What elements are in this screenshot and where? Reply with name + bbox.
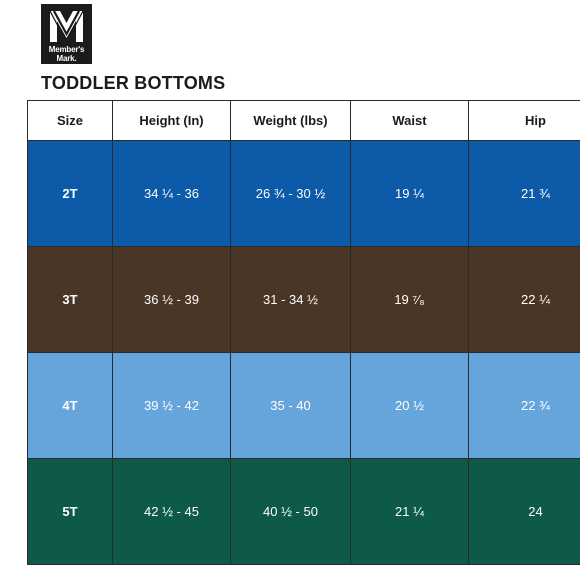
hip-cell: 21 ¾ <box>468 140 580 247</box>
height-cell: 42 ½ - 45 <box>112 458 231 565</box>
table-row: 3T 36 ½ - 39 31 - 34 ½ 19 ⁷⁄₈ 22 ¼ <box>27 246 580 353</box>
waist-cell: 19 ⁷⁄₈ <box>350 246 469 353</box>
header-waist: Waist <box>350 100 469 141</box>
table-row: 2T 34 ¼ - 36 26 ¾ - 30 ½ 19 ¼ 21 ¾ <box>27 140 580 247</box>
size-cell: 3T <box>27 246 113 353</box>
waist-cell: 19 ¼ <box>350 140 469 247</box>
header-row: Size Height (In) Weight (lbs) Waist Hip <box>27 100 580 141</box>
hip-cell: 24 <box>468 458 580 565</box>
table-row: 4T 39 ½ - 42 35 - 40 20 ½ 22 ¾ <box>27 352 580 459</box>
members-mark-m-icon <box>49 10 84 44</box>
header-hip: Hip <box>468 100 580 141</box>
weight-cell: 40 ½ - 50 <box>230 458 351 565</box>
height-cell: 39 ½ - 42 <box>112 352 231 459</box>
brand-logo: Member's Mark. <box>41 4 92 64</box>
header-height: Height (In) <box>112 100 231 141</box>
hip-cell: 22 ¾ <box>468 352 580 459</box>
weight-cell: 35 - 40 <box>230 352 351 459</box>
waist-cell: 20 ½ <box>350 352 469 459</box>
size-cell: 4T <box>27 352 113 459</box>
waist-cell: 21 ¼ <box>350 458 469 565</box>
size-chart-table: Size Height (In) Weight (lbs) Waist Hip … <box>27 100 580 565</box>
brand-line-2: Mark. <box>56 54 77 63</box>
weight-cell: 31 - 34 ½ <box>230 246 351 353</box>
page-title: TODDLER BOTTOMS <box>41 73 226 93</box>
hip-cell: 22 ¼ <box>468 246 580 353</box>
weight-cell: 26 ¾ - 30 ½ <box>230 140 351 247</box>
size-cell: 2T <box>27 140 113 247</box>
header-size: Size <box>27 100 113 141</box>
table-row: 5T 42 ½ - 45 40 ½ - 50 21 ¼ 24 <box>27 458 580 565</box>
header-weight: Weight (lbs) <box>230 100 351 141</box>
size-cell: 5T <box>27 458 113 565</box>
height-cell: 34 ¼ - 36 <box>112 140 231 247</box>
brand-line-1: Member's <box>48 45 85 54</box>
height-cell: 36 ½ - 39 <box>112 246 231 353</box>
